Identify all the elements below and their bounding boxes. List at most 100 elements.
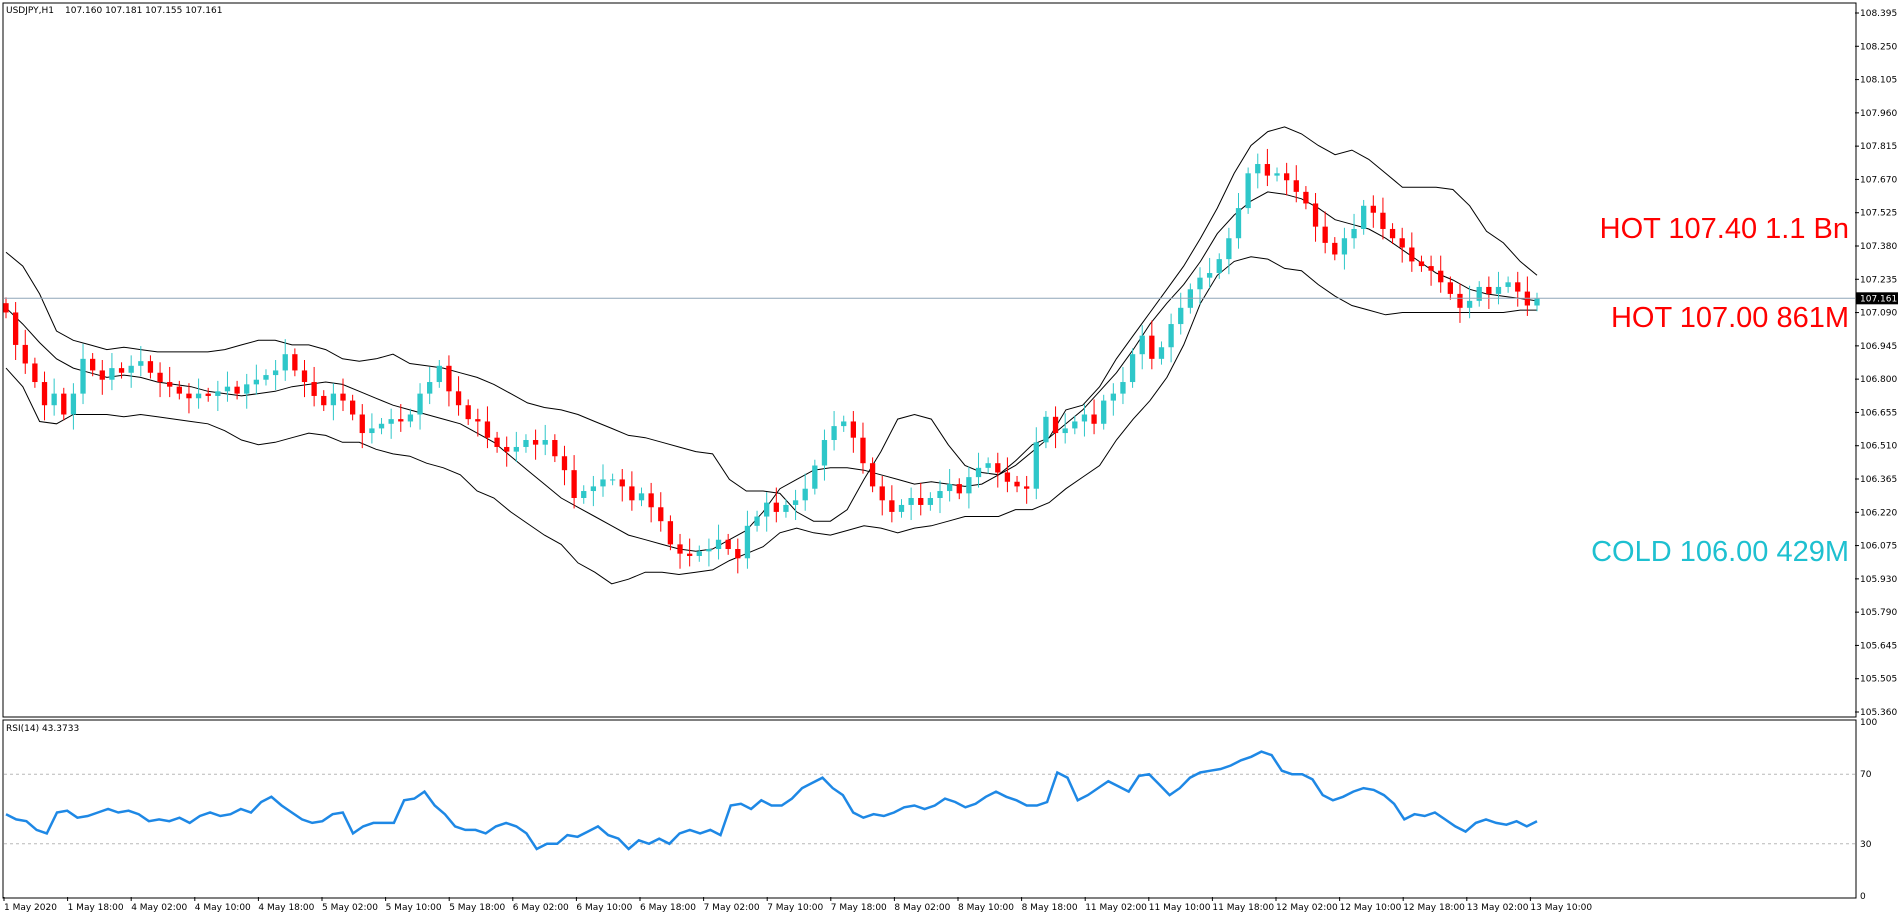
candle-body <box>1534 298 1540 306</box>
time-tick-label: 6 May 02:00 <box>513 903 569 913</box>
time-tick-label: 7 May 10:00 <box>767 903 823 913</box>
candle-body <box>609 479 616 481</box>
price-axis: 108.395 108.250 108.105 107.960 107.815 107.6… <box>1855 9 1897 718</box>
candle-body <box>523 440 529 447</box>
price-tick-label: 106.075 <box>1860 542 1897 552</box>
time-tick-label: 11 May 18:00 <box>1212 903 1274 913</box>
price-tick-label: 107.525 <box>1860 209 1897 219</box>
candle-body <box>1033 442 1039 489</box>
rsi-title: RSI(14) 43.3733 <box>6 724 79 734</box>
candle-body <box>1110 393 1116 401</box>
candle-body <box>1283 173 1290 181</box>
candle-body <box>1447 282 1453 294</box>
candle-body <box>995 463 1001 473</box>
candle-body <box>725 539 731 550</box>
time-tick-label: 8 May 02:00 <box>894 903 950 913</box>
price-tick-label: 105.790 <box>1860 608 1897 618</box>
candle-body <box>118 368 125 373</box>
candle-body <box>1168 324 1174 348</box>
candle-body <box>61 393 67 415</box>
candle-body <box>764 502 770 517</box>
candle-body <box>138 361 144 366</box>
candle-body <box>157 372 163 383</box>
candle-body <box>244 384 250 394</box>
candle-body <box>1515 282 1521 292</box>
candle-body <box>446 365 452 392</box>
candle-body <box>571 470 577 498</box>
rsi-series-line <box>5 750 1538 851</box>
candle-body <box>869 463 876 487</box>
candle-body <box>552 440 558 457</box>
main-chart-frame <box>2 2 1857 718</box>
candle-body <box>715 539 722 550</box>
time-tick-label: 12 May 18:00 <box>1403 903 1465 913</box>
candle-body <box>590 486 597 492</box>
candle-body <box>1457 293 1463 308</box>
candle-body <box>128 365 134 373</box>
candle-body <box>340 393 346 401</box>
candle-body <box>1418 261 1425 267</box>
candle-body <box>109 368 115 380</box>
candle-body <box>812 465 818 489</box>
price-tick-label: 105.360 <box>1860 708 1897 718</box>
candle-body <box>1158 347 1165 359</box>
candle-body <box>706 549 712 552</box>
time-tick-label: 4 May 10:00 <box>195 903 251 913</box>
current-price-label: 107.161 <box>1860 294 1897 304</box>
candle-body <box>1438 270 1444 283</box>
candle-body <box>484 421 491 438</box>
candle-body <box>1226 238 1232 260</box>
candle-body <box>22 344 28 364</box>
price-tick-label: 108.395 <box>1860 9 1897 19</box>
time-tick-label: 7 May 02:00 <box>704 903 760 913</box>
candle-body <box>378 423 385 429</box>
candle-body <box>90 358 96 371</box>
time-tick-label: 13 May 10:00 <box>1530 903 1592 913</box>
candle-body <box>263 375 269 380</box>
candle-body <box>494 437 500 447</box>
candle-body <box>1409 247 1415 262</box>
candle-body <box>311 382 317 396</box>
price-tick-label: 105.645 <box>1860 641 1897 651</box>
time-tick-label: 5 May 18:00 <box>449 903 505 913</box>
candle-body <box>1024 486 1030 489</box>
candle-body <box>792 500 799 505</box>
candle-body <box>234 386 240 394</box>
candle-body <box>70 393 77 415</box>
candle-body <box>3 303 9 313</box>
annotation-1: HOT 107.40 1.1 Bn <box>1600 213 1849 245</box>
annotation-3: COLD 106.00 429M <box>1591 536 1849 568</box>
rsi-line <box>5 750 1538 851</box>
candle-body <box>51 393 57 406</box>
price-tick-label: 106.365 <box>1860 475 1897 485</box>
time-tick-label: 11 May 10:00 <box>1149 903 1211 913</box>
time-tick-label: 12 May 10:00 <box>1340 903 1402 913</box>
candle-body <box>282 354 288 371</box>
candle-body <box>330 393 337 406</box>
candle-body <box>205 393 211 396</box>
candle-body <box>41 382 48 406</box>
candle-body <box>417 393 423 415</box>
candle-body <box>1332 242 1338 255</box>
candle-body <box>465 405 471 420</box>
price-tick-label: 107.380 <box>1860 242 1897 252</box>
time-tick-label: 6 May 18:00 <box>640 903 696 913</box>
time-tick-label: 8 May 18:00 <box>1022 903 1078 913</box>
band-upper <box>5 126 1538 522</box>
candle-body <box>1139 335 1145 355</box>
rsi-levels <box>4 773 1855 845</box>
current-price-line: 107.161 <box>4 292 1898 305</box>
candle-body <box>398 419 404 422</box>
candle-body <box>561 456 568 471</box>
candle-body <box>1293 180 1299 192</box>
bollinger-bands <box>5 126 1538 585</box>
band-lower <box>5 256 1537 585</box>
rsi-panel-frame <box>2 719 1857 899</box>
candle-body <box>1341 238 1348 255</box>
candle-body <box>436 365 442 383</box>
candle-body <box>292 354 298 371</box>
candle-body <box>648 493 654 508</box>
candle-body <box>1476 286 1482 301</box>
candle-body <box>677 544 683 554</box>
price-tick-label: 107.815 <box>1860 142 1897 152</box>
